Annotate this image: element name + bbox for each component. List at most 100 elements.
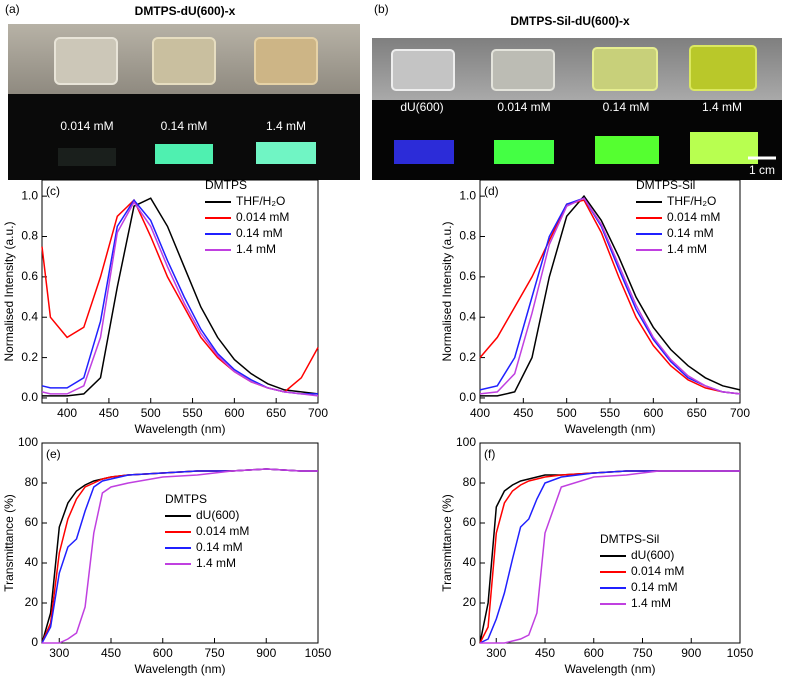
- legend-label: 0.14 mM: [196, 540, 243, 554]
- y-axis-label: Normalised Intensity (a.u.): [2, 221, 16, 361]
- legend-label: THF/H₂O: [236, 194, 285, 208]
- glass-slab: [54, 37, 118, 85]
- glass-slab: [689, 45, 757, 91]
- glow-slab: [494, 140, 554, 164]
- glass-slab: [592, 47, 658, 91]
- series-line: [479, 197, 741, 395]
- legend-label: 0.14 mM: [667, 226, 714, 240]
- legend-label: dU(600): [631, 548, 674, 562]
- y-axis-label: Transmittance (%): [2, 494, 16, 592]
- sample-label: 0.014 mM: [497, 100, 550, 114]
- y-tick-label: 100: [456, 435, 476, 449]
- sample-label: dU(600): [400, 100, 443, 114]
- x-tick-label: 400: [57, 406, 77, 420]
- legend-title: DMTPS: [165, 492, 207, 506]
- glow-slab: [595, 136, 659, 164]
- y-tick-label: 0: [469, 635, 476, 649]
- scale-bar-label: 1 cm: [749, 163, 775, 177]
- y-tick-label: 20: [25, 595, 39, 609]
- legend-title: DMTPS-Sil: [636, 178, 695, 192]
- x-tick-label: 450: [101, 646, 121, 660]
- series-line: [479, 197, 741, 395]
- glow-slab: [394, 140, 454, 164]
- legend-label: 0.14 mM: [631, 580, 678, 594]
- glass-slab: [254, 37, 318, 85]
- glass-slab: [152, 37, 216, 85]
- y-tick-label: 0.6: [459, 269, 476, 283]
- plot-frame: [41, 179, 319, 404]
- x-tick-label: 750: [204, 646, 224, 660]
- x-tick-label: 600: [153, 646, 173, 660]
- x-tick-label: 450: [513, 406, 533, 420]
- x-tick-label: 400: [470, 406, 490, 420]
- plot-frame: [479, 442, 741, 644]
- legend-label: 0.014 mM: [236, 210, 289, 224]
- legend-label: 0.14 mM: [236, 226, 283, 240]
- sample-label: 1.4 mM: [266, 119, 306, 133]
- glow-slab: [155, 144, 213, 164]
- photo-uv: [8, 94, 360, 180]
- y-axis-label: Transmittance (%): [440, 494, 454, 592]
- x-tick-label: 650: [266, 406, 286, 420]
- x-tick-label: 600: [224, 406, 244, 420]
- x-tick-label: 550: [600, 406, 620, 420]
- glass-slab: [391, 49, 455, 91]
- panel-label: (a): [5, 2, 20, 16]
- glow-slab: [690, 132, 758, 164]
- x-tick-label: 600: [584, 646, 604, 660]
- legend-label: 0.014 mM: [631, 564, 684, 578]
- x-tick-label: 600: [643, 406, 663, 420]
- sample-label: 1.4 mM: [702, 100, 742, 114]
- x-tick-label: 900: [256, 646, 276, 660]
- legend-label: THF/H₂O: [667, 194, 716, 208]
- y-tick-label: 60: [463, 515, 477, 529]
- series-line: [41, 200, 319, 397]
- y-tick-label: 0.6: [21, 269, 38, 283]
- series-line: [42, 197, 319, 397]
- y-tick-label: 0: [31, 635, 38, 649]
- y-tick-label: 0.2: [21, 350, 38, 364]
- series-line: [479, 199, 741, 395]
- x-tick-label: 1050: [727, 646, 754, 660]
- series-line: [42, 468, 318, 644]
- y-tick-label: 100: [18, 435, 38, 449]
- y-tick-label: 0.8: [21, 229, 38, 243]
- sample-label: 0.14 mM: [603, 100, 650, 114]
- panel-label: (d): [484, 184, 499, 198]
- y-tick-label: 40: [25, 555, 39, 569]
- x-tick-label: 550: [183, 406, 203, 420]
- legend-label: 1.4 mM: [236, 242, 276, 256]
- legend-label: 0.014 mM: [667, 210, 720, 224]
- y-tick-label: 80: [25, 475, 39, 489]
- legend-title: DMTPS-Sil: [600, 532, 659, 546]
- series-line: [480, 470, 740, 644]
- panel-label: (b): [374, 2, 389, 16]
- x-axis-label: Wavelength (nm): [135, 662, 226, 676]
- x-tick-label: 450: [99, 406, 119, 420]
- x-axis-label: Wavelength (nm): [565, 662, 656, 676]
- y-tick-label: 0.0: [21, 390, 38, 404]
- y-tick-label: 1.0: [459, 188, 476, 202]
- legend-label: 1.4 mM: [196, 556, 236, 570]
- y-tick-label: 80: [463, 475, 477, 489]
- y-tick-label: 0.0: [459, 390, 476, 404]
- x-tick-label: 650: [687, 406, 707, 420]
- legend-label: 1.4 mM: [667, 242, 707, 256]
- x-tick-label: 450: [535, 646, 555, 660]
- y-tick-label: 0.2: [459, 350, 476, 364]
- x-tick-label: 300: [49, 646, 69, 660]
- y-tick-label: 60: [25, 515, 39, 529]
- x-tick-label: 1050: [305, 646, 332, 660]
- legend-label: 1.4 mM: [631, 596, 671, 610]
- plot-frame: [41, 442, 319, 644]
- photo-title: DMTPS-Sil-dU(600)-x: [510, 14, 630, 28]
- panel-label: (e): [46, 447, 61, 461]
- sample-label: 0.14 mM: [161, 119, 208, 133]
- y-tick-label: 0.4: [21, 309, 38, 323]
- panel-label: (f): [484, 447, 495, 461]
- x-tick-label: 700: [308, 406, 328, 420]
- y-tick-label: 40: [463, 555, 477, 569]
- y-tick-label: 0.8: [459, 229, 476, 243]
- series-line: [480, 194, 741, 397]
